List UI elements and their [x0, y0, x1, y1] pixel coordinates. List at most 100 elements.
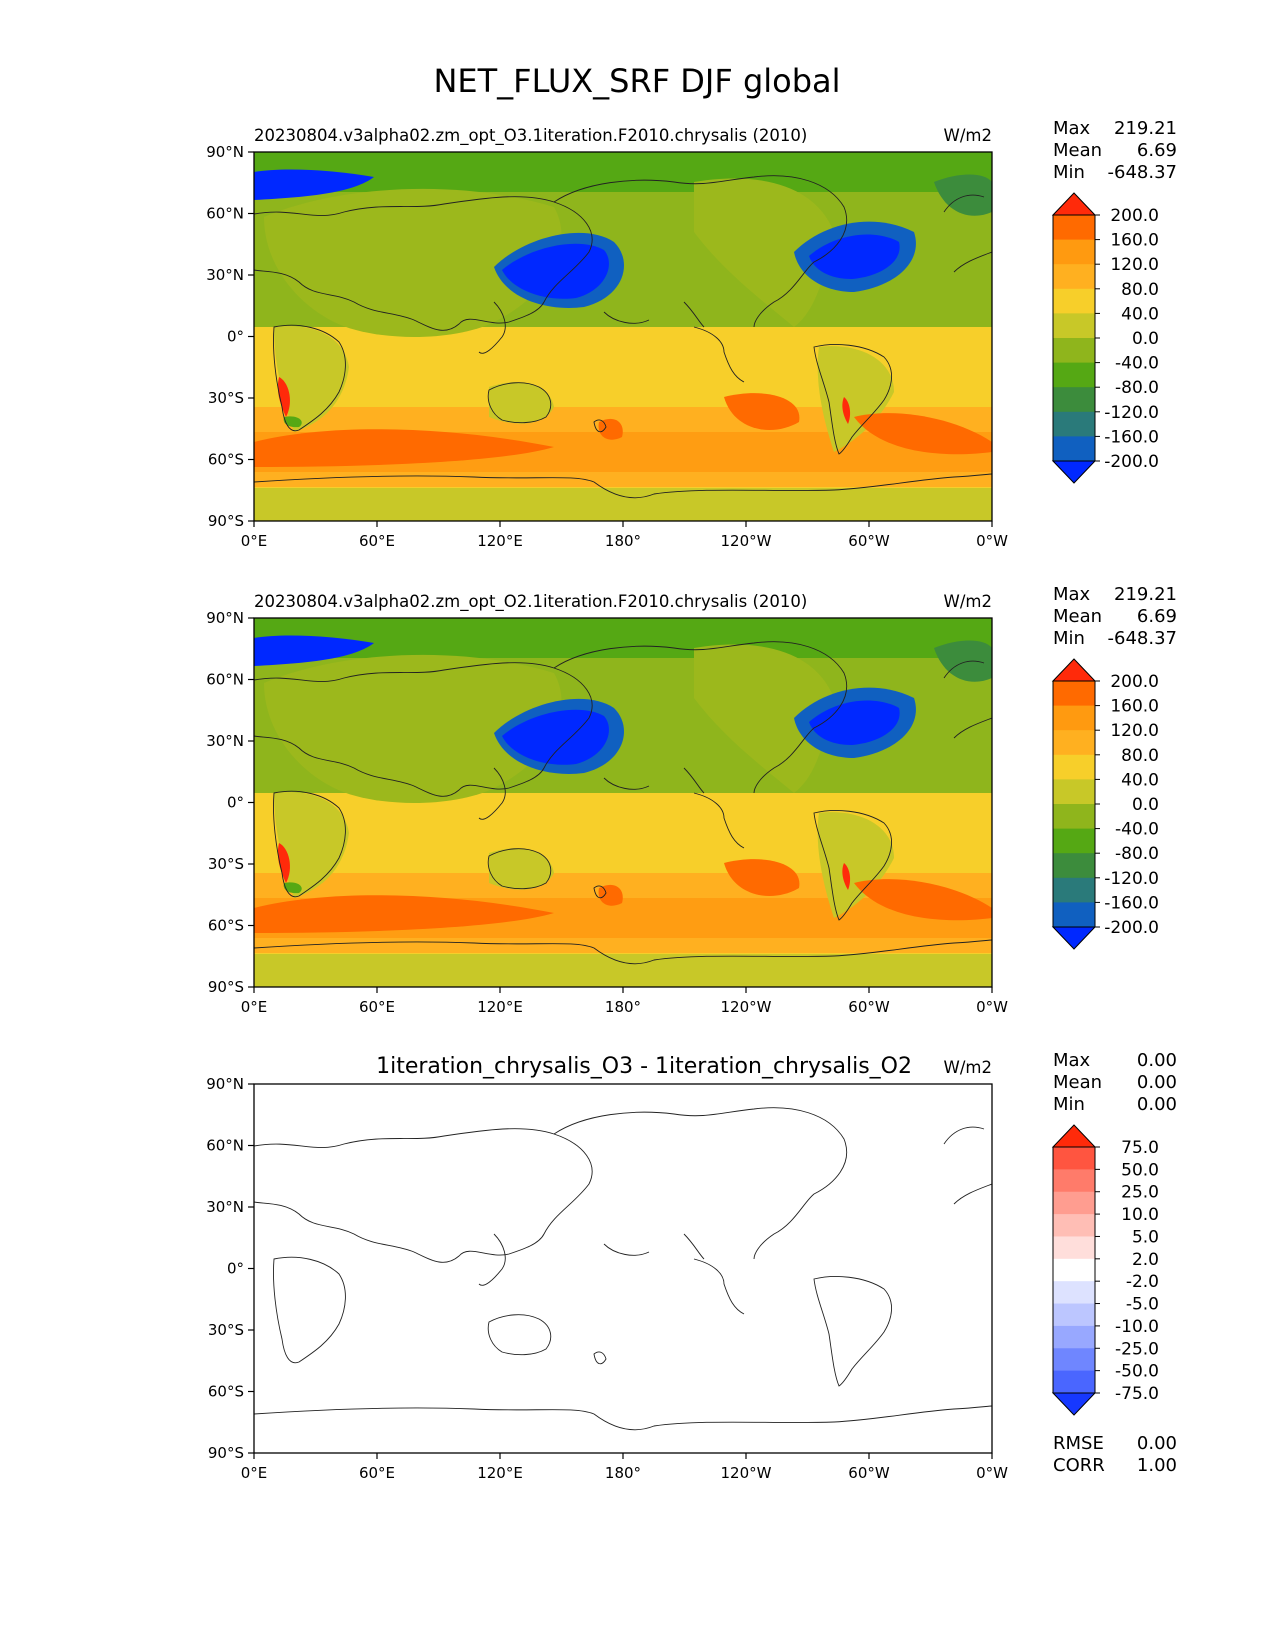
- colorbar-label: 120.0: [1110, 721, 1159, 741]
- colorbar-label: -40.0: [1115, 354, 1159, 374]
- colorbar-label: 160.0: [1110, 231, 1159, 251]
- panel-difference: 1iteration_chrysalis_O3 - 1iteration_chr…: [206, 1054, 1008, 1482]
- stat-label: Mean: [1053, 140, 1102, 161]
- figure-title: NET_FLUX_SRF DJF global: [433, 62, 840, 100]
- map-field: [254, 618, 992, 987]
- lat-axis: 90°N 60°N 30°N 0° 30°S 60°S 90°S: [206, 1075, 254, 1462]
- colorbar-segment: [1053, 1191, 1095, 1215]
- colorbar-segment: [1053, 681, 1095, 707]
- colorbar-label: 5.0: [1132, 1227, 1159, 1247]
- colorbar-segment: [1053, 436, 1095, 462]
- lon-tick-label: 120°W: [721, 998, 772, 1016]
- panel-reference: 20230804.v3alpha02.zm_opt_O2.1iteration.…: [206, 592, 1008, 1016]
- stat-value: -648.37: [1108, 162, 1177, 183]
- colorbar-segment: [1053, 877, 1095, 903]
- colorbar-segment: [1053, 239, 1095, 265]
- colorbar-label: -5.0: [1126, 1295, 1159, 1315]
- colorbar-extend-top: [1051, 192, 1097, 216]
- lat-tick-label: 30°S: [208, 855, 244, 873]
- colorbar: 75.050.0 25.010.05.0 2.0-2.0 -5.0-10.0-25.0…: [1051, 1124, 1159, 1416]
- stat-label: Min: [1053, 628, 1085, 649]
- lon-tick-label: 120°E: [477, 1464, 523, 1482]
- lat-tick-label: 90°S: [208, 512, 244, 530]
- colorbar-label: -200.0: [1104, 918, 1159, 938]
- colorbar-segment: [1053, 828, 1095, 854]
- colorbar-segment: [1053, 1258, 1095, 1282]
- colorbar-label: -160.0: [1104, 893, 1159, 913]
- colorbar-extend-bottom: [1051, 1392, 1097, 1416]
- colorbar-segment: [1053, 387, 1095, 413]
- map-field: [254, 152, 992, 521]
- colorbar-label: -40.0: [1115, 820, 1159, 840]
- lon-tick-label: 0°W: [976, 532, 1008, 550]
- stat-label: Mean: [1053, 606, 1102, 627]
- colorbar-segment: [1053, 705, 1095, 731]
- metrics-block: RMSE 0.00 CORR 1.00: [1053, 1433, 1177, 1476]
- colorbar-label: 80.0: [1121, 746, 1159, 766]
- panel-title: 1iteration_chrysalis_O3 - 1iteration_chr…: [376, 1054, 912, 1079]
- colorbar-segment: [1053, 779, 1095, 805]
- colorbar-label: -120.0: [1104, 869, 1159, 889]
- lon-tick-label: 60°E: [359, 998, 395, 1016]
- metric-label: RMSE: [1053, 1433, 1104, 1454]
- lat-tick-label: 60°S: [208, 1383, 244, 1401]
- colorbar-segment: [1053, 1236, 1095, 1260]
- lon-tick-label: 0°E: [241, 998, 268, 1016]
- colorbar-segment: [1053, 264, 1095, 290]
- colorbar-segment: [1053, 902, 1095, 928]
- lat-tick-label: 0°: [227, 328, 244, 346]
- metric-value: 1.00: [1137, 1455, 1177, 1476]
- lon-tick-label: 120°W: [721, 532, 772, 550]
- colorbar-segment: [1053, 411, 1095, 437]
- lat-tick-label: 60°N: [206, 671, 244, 689]
- colorbar-segment: [1053, 313, 1095, 339]
- colorbar-label: 0.0: [1132, 795, 1159, 815]
- lon-tick-label: 0°E: [241, 532, 268, 550]
- colorbar-segment: [1053, 804, 1095, 830]
- lon-tick-label: 120°W: [721, 1464, 772, 1482]
- lon-tick-label: 60°E: [359, 532, 395, 550]
- lat-tick-label: 30°N: [206, 732, 244, 750]
- stat-label: Max: [1053, 584, 1091, 605]
- panel-units: W/m2: [944, 1058, 992, 1077]
- lon-axis: 0°E 60°E 120°E 180° 120°W 60°W 0°W: [241, 987, 1008, 1016]
- lon-axis: 0°E 60°E 120°E 180° 120°W 60°W 0°W: [241, 521, 1008, 550]
- lon-tick-label: 60°W: [848, 1464, 890, 1482]
- panel-title: 20230804.v3alpha02.zm_opt_O3.1iteration.…: [254, 126, 807, 146]
- stat-label: Max: [1053, 1050, 1091, 1071]
- colorbar-label: -80.0: [1115, 844, 1159, 864]
- lon-tick-label: 0°W: [976, 998, 1008, 1016]
- metric-value: 0.00: [1137, 1433, 1177, 1454]
- colorbar-segment: [1053, 1214, 1095, 1237]
- colorbar-segment: [1053, 1169, 1095, 1193]
- colorbar-frame: [1052, 1146, 1096, 1394]
- lat-tick-label: 30°N: [206, 1198, 244, 1216]
- stat-value: 0.00: [1137, 1050, 1177, 1071]
- colorbar-label: 10.0: [1121, 1205, 1159, 1225]
- colorbar-extend-top: [1051, 1124, 1097, 1148]
- colorbar-label: 0.0: [1132, 329, 1159, 349]
- lat-tick-label: 90°N: [206, 609, 244, 627]
- metric-label: CORR: [1053, 1455, 1105, 1476]
- colorbar-segment: [1053, 1325, 1095, 1349]
- lat-tick-label: 90°N: [206, 143, 244, 161]
- lat-axis: 90°N 60°N 30°N 0° 30°S 60°S 90°S: [206, 143, 254, 530]
- colorbar-segment: [1053, 1147, 1095, 1170]
- colorbar-label: -50.0: [1115, 1362, 1159, 1382]
- colorbar-extend-bottom: [1051, 926, 1097, 950]
- lat-tick-label: 90°N: [206, 1075, 244, 1093]
- stat-value: 0.00: [1137, 1094, 1177, 1115]
- colorbar-label: 50.0: [1121, 1160, 1159, 1180]
- colorbar-label: 120.0: [1110, 255, 1159, 275]
- lat-tick-label: 90°S: [208, 978, 244, 996]
- lon-tick-label: 120°E: [477, 532, 523, 550]
- colorbar-label: 75.0: [1121, 1138, 1159, 1158]
- lat-tick-label: 30°S: [208, 389, 244, 407]
- colorbar-label: -10.0: [1115, 1317, 1159, 1337]
- colorbar-label: 25.0: [1121, 1183, 1159, 1203]
- stat-label: Min: [1053, 162, 1085, 183]
- colorbar-extend-top: [1051, 658, 1097, 682]
- stat-value: 219.21: [1114, 118, 1177, 139]
- lon-tick-label: 60°W: [848, 998, 890, 1016]
